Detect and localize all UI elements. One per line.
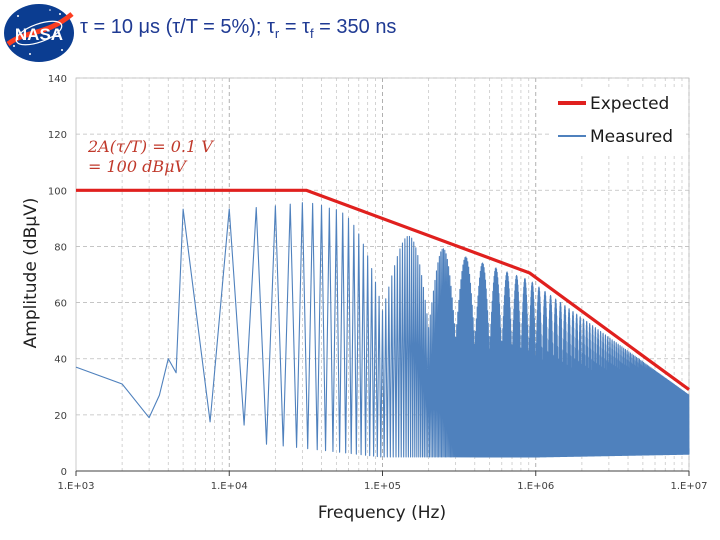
- y-tick-label-4: 80: [54, 242, 67, 253]
- annotation-line-1: 2A(τ/T) = 0.1 V: [87, 137, 214, 156]
- x-tick-label-1: 1.E+04: [211, 481, 248, 492]
- nasa-logo: NASA: [4, 4, 74, 62]
- y-tick-label-3: 60: [54, 299, 67, 310]
- expected-series: [76, 188, 690, 391]
- legend-measured-label: Measured: [590, 127, 673, 147]
- title-sub-f: f: [309, 26, 314, 41]
- annotation-line-2: = 100 dBμV: [88, 157, 188, 176]
- y-tick-label-6: 120: [48, 130, 67, 141]
- title-prefix: τ = 10 μs (τ/T = 5%); τ: [80, 16, 275, 38]
- title-mid: = τ: [279, 16, 310, 38]
- measured-line: [75, 202, 690, 458]
- logo-swoosh: [6, 12, 74, 47]
- y-tick-label-0: 0: [61, 467, 67, 478]
- y-tick-label-5: 100: [48, 186, 67, 197]
- x-axis-title: Frequency (Hz): [318, 503, 446, 523]
- y-tick-label-7: 140: [48, 74, 67, 85]
- title-sub-r: r: [274, 26, 280, 41]
- title-suffix: = 350 ns: [313, 16, 397, 38]
- expected-line: [76, 188, 690, 391]
- logo-orbit: [15, 20, 63, 46]
- y-tick-label-2: 40: [54, 355, 67, 366]
- x-tick-label-3: 1.E+06: [517, 481, 554, 492]
- measured-series: [75, 202, 690, 458]
- legend-expected-label: Expected: [590, 94, 669, 114]
- slide-title: τ = 10 μs (τ/T = 5%); τr = τf = 350 ns: [80, 16, 396, 41]
- logo-text: NASA: [15, 25, 63, 44]
- axis-ticks: 1.E+03 1.E+04 1.E+05 1.E+06 1.E+07 0 20 40 60 80 1…: [48, 74, 708, 492]
- x-tick-label-0: 1.E+03: [58, 481, 95, 492]
- x-tick-label-2: 1.E+05: [364, 481, 401, 492]
- x-tick-label-4: 1.E+07: [671, 481, 708, 492]
- legend-box: [552, 88, 686, 154]
- y-axis-title: Amplitude (dBμV): [21, 198, 41, 349]
- y-tick-label-1: 20: [54, 411, 67, 422]
- legend: Expected Measured: [552, 88, 686, 154]
